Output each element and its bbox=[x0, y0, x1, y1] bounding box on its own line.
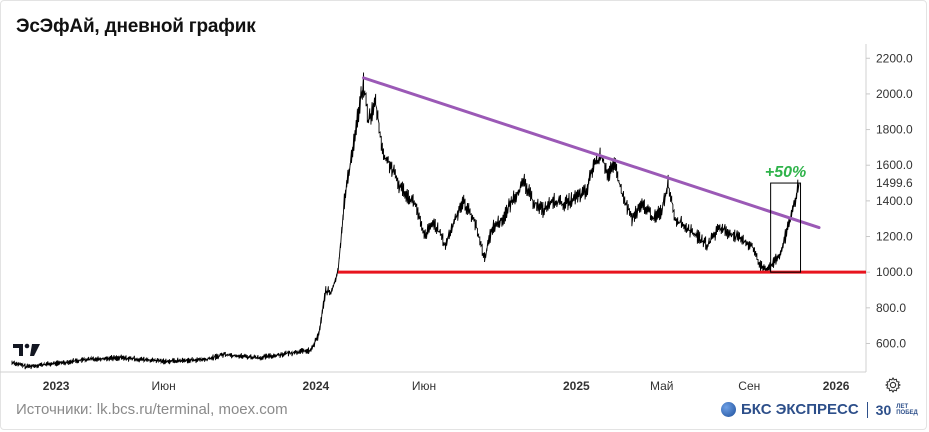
resistance-trendline bbox=[362, 76, 821, 230]
current-price-label: 1499.6 bbox=[876, 176, 913, 190]
price-line bbox=[11, 72, 800, 370]
time-tick-label: Май bbox=[650, 379, 674, 393]
source-note: Источники: lk.bcs.ru/terminal, moex.com bbox=[16, 401, 288, 418]
price-tick-label: 600.0 bbox=[876, 336, 906, 350]
price-axis: 600.0 800.0 1000.0 1200.0 1400.0 1600.0 1800.0… bbox=[866, 51, 913, 350]
price-tick-label: 1000.0 bbox=[876, 265, 913, 279]
price-tick-label: 1400.0 bbox=[876, 194, 913, 208]
time-tick-label: Июн bbox=[412, 379, 436, 393]
price-tick-label: 2200.0 bbox=[876, 51, 913, 65]
brand-name: БКС ЭКСПРЕСС bbox=[741, 401, 859, 418]
gain-label: +50% bbox=[765, 164, 806, 181]
time-tick-label: 2023 bbox=[43, 379, 70, 393]
price-tick-label: 2000.0 bbox=[876, 87, 913, 101]
time-tick-label: Сен bbox=[738, 379, 760, 393]
brand-block: БКС ЭКСПРЕСС 30 ЛЕТ ПОБЕД bbox=[721, 401, 918, 418]
chart-title: ЭсЭфАй, дневной график bbox=[16, 16, 256, 37]
chart-overlays: +50% bbox=[337, 76, 866, 274]
brand-logo-icon bbox=[721, 402, 736, 417]
gear-icon[interactable] bbox=[884, 376, 902, 394]
time-tick-label: Июн bbox=[151, 379, 175, 393]
price-tick-label: 1800.0 bbox=[876, 123, 913, 137]
brand-anniversary-text: ЛЕТ ПОБЕД bbox=[896, 403, 918, 416]
brand-anniversary-number: 30 bbox=[875, 401, 892, 418]
time-tick-label: 2026 bbox=[823, 379, 850, 393]
price-tick-label: 1600.0 bbox=[876, 158, 913, 172]
price-tick-label: 1200.0 bbox=[876, 230, 913, 244]
time-axis: 2023 Июн 2024 Июн 2025 Май Сен 2026 bbox=[43, 379, 850, 393]
time-tick-label: 2024 bbox=[303, 379, 330, 393]
brand-separator bbox=[866, 401, 868, 418]
time-tick-label: 2025 bbox=[563, 379, 590, 393]
price-tick-label: 800.0 bbox=[876, 301, 906, 315]
price-series bbox=[11, 72, 800, 370]
gain-box bbox=[770, 182, 802, 273]
tradingview-logo-icon[interactable] bbox=[12, 342, 42, 358]
